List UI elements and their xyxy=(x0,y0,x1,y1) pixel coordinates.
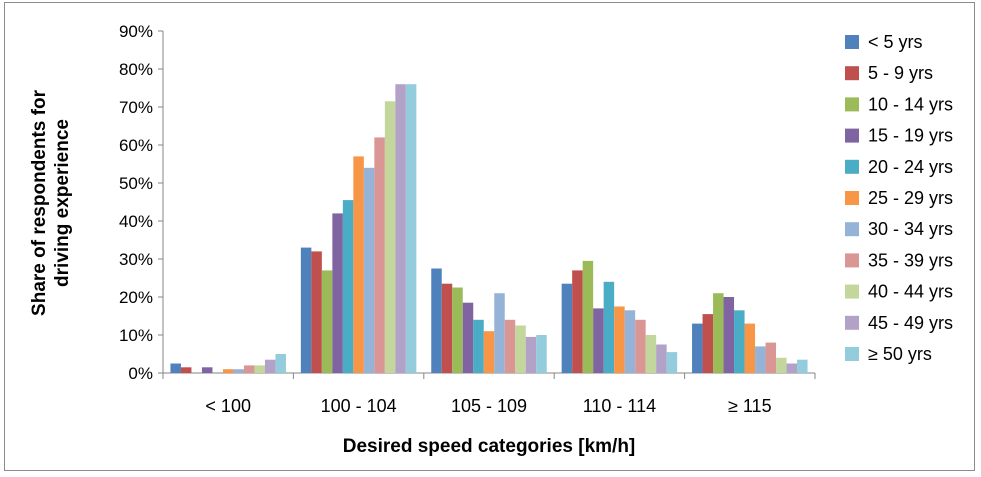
legend-label: 45 - 49 yrs xyxy=(868,313,953,333)
bar xyxy=(734,310,745,373)
legend: < 5 yrs 5 - 9 yrs 10 - 14 yrs 15 - 19 yrs 20… xyxy=(845,32,953,364)
legend-swatch xyxy=(845,253,859,267)
y-tick-label: 80% xyxy=(119,60,153,79)
bar xyxy=(254,365,265,373)
legend-swatch xyxy=(845,97,859,111)
bar xyxy=(473,320,484,373)
y-axis-title-line-1: Share of respondents for xyxy=(29,89,50,316)
legend-swatch xyxy=(845,160,859,174)
bar xyxy=(301,248,312,373)
legend-label: 35 - 39 yrs xyxy=(868,250,953,270)
legend-swatch xyxy=(845,66,859,80)
bar xyxy=(484,331,495,373)
legend-label: 10 - 14 yrs xyxy=(868,94,953,114)
bar xyxy=(311,251,322,373)
bar xyxy=(593,308,604,373)
legend-label: 20 - 24 yrs xyxy=(868,157,953,177)
chart-frame: Share of respondents for driving experie… xyxy=(4,2,975,471)
bar xyxy=(265,360,276,373)
x-axis-title: Desired speed categories [km/h] xyxy=(343,436,636,457)
y-tick-label: 0% xyxy=(128,364,153,383)
bar xyxy=(452,288,463,374)
bar xyxy=(442,284,453,373)
bar xyxy=(776,358,787,373)
y-axis-title: Share of respondents for driving experie… xyxy=(29,89,73,316)
bar xyxy=(431,269,442,374)
y-tick-label: 90% xyxy=(119,22,153,41)
bar xyxy=(332,213,343,373)
bar xyxy=(364,168,375,373)
bar xyxy=(562,284,573,373)
bar xyxy=(170,364,181,374)
bar xyxy=(202,367,213,373)
y-axis-title-line-2: driving experience xyxy=(52,119,73,287)
legend-label: 5 - 9 yrs xyxy=(868,63,933,83)
y-tick-label: 20% xyxy=(119,288,153,307)
bar xyxy=(604,282,615,373)
legend-swatch xyxy=(845,35,859,49)
bar xyxy=(463,303,474,373)
legend-label: 25 - 29 yrs xyxy=(868,188,953,208)
y-tick-label: 40% xyxy=(119,212,153,231)
x-tick-label: 110 - 114 xyxy=(583,396,656,416)
bar xyxy=(755,346,766,373)
y-tick-label: 60% xyxy=(119,136,153,155)
bar xyxy=(614,307,625,374)
bar xyxy=(505,320,516,373)
bar xyxy=(724,297,735,373)
bar xyxy=(703,314,714,373)
bar xyxy=(322,270,333,373)
x-tick-label: 100 - 104 xyxy=(321,396,397,416)
x-tick-label: ≥ 115 xyxy=(728,396,772,416)
legend-swatch xyxy=(845,129,859,143)
bar xyxy=(667,352,678,373)
bar xyxy=(515,326,526,374)
bar xyxy=(692,324,703,373)
bar xyxy=(625,310,636,373)
bar xyxy=(223,369,234,373)
bar xyxy=(583,261,594,373)
bar-chart: Share of respondents for driving experie… xyxy=(5,3,976,472)
bar xyxy=(353,156,364,373)
bar xyxy=(797,360,808,373)
bar xyxy=(406,84,417,373)
bar xyxy=(385,101,396,373)
bar xyxy=(395,84,406,373)
bar xyxy=(656,345,667,374)
legend-label: 40 - 44 yrs xyxy=(868,282,953,302)
x-tick-label: 105 - 109 xyxy=(451,396,527,416)
legend-swatch xyxy=(845,222,859,236)
y-tick-label: 30% xyxy=(119,250,153,269)
bar xyxy=(536,335,547,373)
y-tick-label: 70% xyxy=(119,98,153,117)
x-tick-label: < 100 xyxy=(205,396,251,416)
bar xyxy=(244,365,255,373)
bar xyxy=(275,354,286,373)
bar xyxy=(713,293,724,373)
legend-swatch xyxy=(845,191,859,205)
legend-label: 15 - 19 yrs xyxy=(868,126,953,146)
legend-swatch xyxy=(845,347,859,361)
bar xyxy=(181,367,192,373)
legend-swatch xyxy=(845,316,859,330)
bar xyxy=(374,137,385,373)
legend-label: 30 - 34 yrs xyxy=(868,219,953,239)
y-tick-label: 50% xyxy=(119,174,153,193)
bar xyxy=(766,343,777,373)
plot-area: 0% 10% 20% 30% 40% 50% 60% 70% 80% 90% < 100 100 - … xyxy=(119,22,815,416)
bar xyxy=(635,320,646,373)
bar xyxy=(745,324,756,373)
bar xyxy=(787,364,798,374)
legend-label: ≥ 50 yrs xyxy=(868,344,932,364)
bar xyxy=(233,369,244,373)
bar xyxy=(646,335,657,373)
legend-label: < 5 yrs xyxy=(868,32,923,52)
bar xyxy=(494,293,505,373)
bar xyxy=(526,337,537,373)
bar xyxy=(343,200,354,373)
y-tick-label: 10% xyxy=(119,326,153,345)
legend-swatch xyxy=(845,285,859,299)
bar xyxy=(572,270,583,373)
